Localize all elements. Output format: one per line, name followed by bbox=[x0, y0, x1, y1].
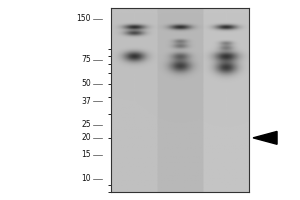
Text: 150: 150 bbox=[76, 14, 91, 23]
Text: 20: 20 bbox=[81, 133, 91, 142]
Polygon shape bbox=[253, 131, 277, 144]
Text: 37: 37 bbox=[81, 97, 91, 106]
Bar bbox=[157, 8, 203, 192]
Text: 10: 10 bbox=[81, 174, 91, 183]
Bar bbox=[203, 8, 249, 192]
Text: 75: 75 bbox=[81, 55, 91, 64]
Text: 50: 50 bbox=[81, 79, 91, 88]
Bar bbox=[111, 8, 157, 192]
Text: 15: 15 bbox=[81, 150, 91, 159]
Text: 25: 25 bbox=[81, 120, 91, 129]
